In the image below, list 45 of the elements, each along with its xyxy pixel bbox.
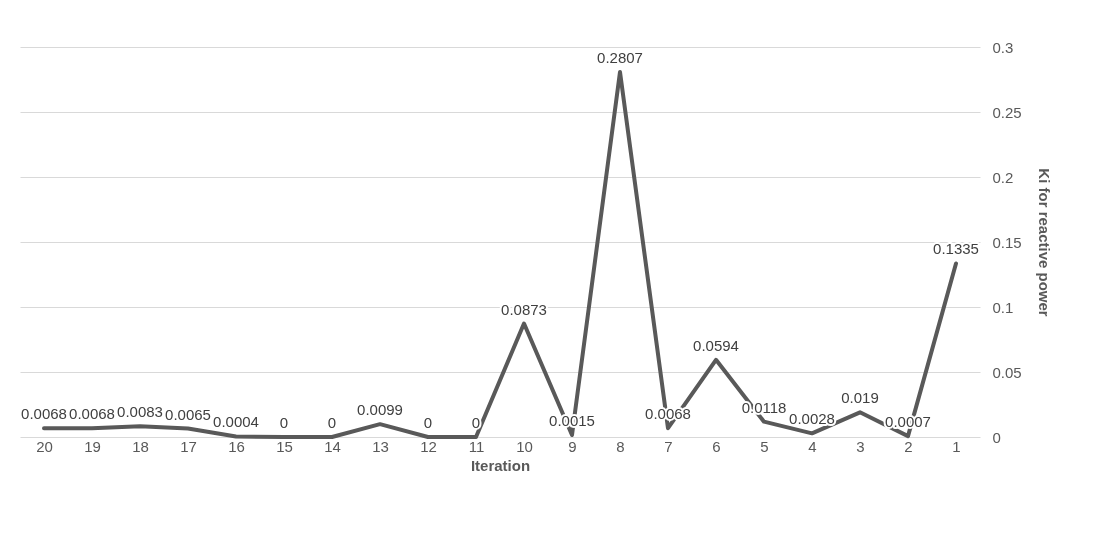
data-label: 0.1335	[933, 240, 979, 258]
x-tick-label: 8	[616, 437, 625, 455]
data-label: 0	[423, 414, 433, 431]
x-tick-label: 13	[372, 437, 389, 455]
data-label: 0	[471, 414, 481, 431]
data-label: 0.0004	[213, 413, 259, 431]
x-tick-label: 7	[664, 437, 673, 455]
data-label: 0.0873	[501, 300, 547, 318]
y-tick-label: 0.3	[992, 38, 1014, 56]
x-tick-label: 16	[228, 437, 245, 455]
x-tick-label: 14	[324, 437, 341, 455]
data-label: 0	[279, 414, 289, 431]
data-label: 0.0068	[21, 405, 67, 423]
y-tick-label: 0.25	[992, 103, 1022, 121]
data-label: 0.0065	[165, 405, 211, 423]
x-tick-label: 2	[904, 437, 913, 455]
x-tick-label: 20	[36, 437, 53, 455]
data-label: 0.0083	[117, 403, 163, 421]
data-label: 0	[327, 414, 337, 431]
x-axis-title: Iteration	[470, 456, 531, 474]
y-tick-label: 0.2	[992, 168, 1014, 186]
x-tick-label: 10	[516, 437, 533, 455]
x-tick-label: 5	[760, 437, 769, 455]
x-tick-label: 3	[856, 437, 865, 455]
x-tick-label: 19	[84, 437, 101, 455]
x-tick-label: 4	[808, 437, 817, 455]
data-label: 0.0594	[693, 336, 739, 354]
data-label: 0.2807	[597, 49, 643, 67]
y-axis-title: Ki for reactive power	[1035, 168, 1053, 317]
x-tick-label: 9	[568, 437, 577, 455]
data-label: 0.0028	[789, 410, 835, 428]
x-tick-label: 15	[276, 437, 293, 455]
x-tick-label: 6	[712, 437, 721, 455]
x-tick-label: 12	[420, 437, 437, 455]
y-tick-label: 0.05	[992, 363, 1022, 381]
y-tick-label: 0	[992, 428, 1001, 446]
y-tick-label: 0.1	[992, 298, 1014, 316]
x-tick-label: 11	[468, 437, 485, 455]
x-tick-label: 1	[952, 437, 961, 455]
data-label: 0.0099	[357, 401, 403, 419]
data-label: 0.019	[841, 389, 879, 407]
x-tick-label: 17	[180, 437, 197, 455]
x-tick-label: 18	[132, 437, 149, 455]
data-label: 0.0068	[69, 405, 115, 423]
y-tick-label: 0.15	[992, 233, 1022, 251]
